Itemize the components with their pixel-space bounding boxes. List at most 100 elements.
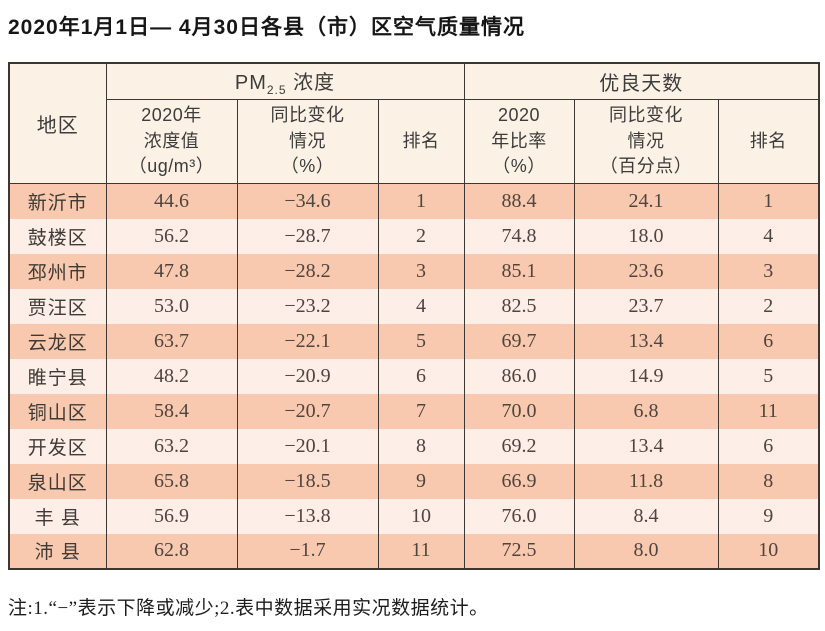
header-good-days-group: 优良天数 [463, 62, 820, 100]
value-cell: 23.7 [573, 288, 719, 324]
region-cell: 铜山区 [8, 393, 107, 429]
value-cell: 6 [377, 358, 465, 394]
value-cell: 70.0 [463, 393, 575, 429]
value-cell: 47.8 [105, 253, 238, 289]
header-yoy-change-percent: 同比变化 情况 （%） [236, 99, 379, 184]
value-cell: −34.6 [236, 183, 379, 219]
value-cell: −20.1 [236, 428, 379, 464]
value-cell: 69.2 [463, 428, 575, 464]
table-body: 新沂市 44.6 −34.6 1 88.4 24.1 1 鼓楼区 56.2 −28.7 2 74.8 1… [8, 183, 820, 569]
value-cell: 66.9 [463, 463, 575, 499]
value-cell: −20.7 [236, 393, 379, 429]
air-quality-table: 地区 PM2.5 浓度 优良天数 2020年 浓度值 （ug/m³） 同比变化 … [8, 62, 820, 570]
value-cell: 72.5 [463, 533, 575, 569]
value-cell: 74.8 [463, 218, 575, 254]
value-cell: 10 [717, 533, 820, 569]
value-cell: −18.5 [236, 463, 379, 499]
header-2020-ratio: 2020 年比率 （%） [463, 99, 575, 184]
value-cell: 62.8 [105, 533, 238, 569]
value-cell: 63.7 [105, 323, 238, 359]
header-rank-good-days: 排名 [717, 99, 820, 184]
table-row: 邳州市 47.8 −28.2 3 85.1 23.6 3 [8, 253, 820, 289]
value-cell: 13.4 [573, 323, 719, 359]
region-cell: 丰 县 [8, 498, 107, 534]
value-cell: 11.8 [573, 463, 719, 499]
value-cell: 18.0 [573, 218, 719, 254]
value-cell: 8.0 [573, 533, 719, 569]
region-cell: 贾汪区 [8, 288, 107, 324]
value-cell: 7 [377, 393, 465, 429]
region-cell: 新沂市 [8, 183, 107, 219]
value-cell: 5 [717, 358, 820, 394]
value-cell: 13.4 [573, 428, 719, 464]
value-cell: 58.4 [105, 393, 238, 429]
footnote: 注:1.“−”表示下降或减少;2.表中数据采用实况数据统计。 [8, 597, 489, 619]
value-cell: −1.7 [236, 533, 379, 569]
value-cell: 10 [377, 498, 465, 534]
value-cell: 11 [717, 393, 820, 429]
value-cell: 3 [377, 253, 465, 289]
value-cell: 6.8 [573, 393, 719, 429]
value-cell: −20.9 [236, 358, 379, 394]
table-row: 沛 县 62.8 −1.7 11 72.5 8.0 10 [8, 533, 820, 569]
value-cell: 14.9 [573, 358, 719, 394]
region-cell: 开发区 [8, 428, 107, 464]
value-cell: 44.6 [105, 183, 238, 219]
value-cell: 2 [717, 288, 820, 324]
page-title: 2020年1月1日— 4月30日各县（市）区空气质量情况 [8, 16, 525, 39]
value-cell: 88.4 [463, 183, 575, 219]
value-cell: 4 [377, 288, 465, 324]
value-cell: −28.7 [236, 218, 379, 254]
header-rank-pm25: 排名 [377, 99, 465, 184]
value-cell: 8 [717, 463, 820, 499]
value-cell: −28.2 [236, 253, 379, 289]
region-cell: 泉山区 [8, 463, 107, 499]
value-cell: 4 [717, 218, 820, 254]
value-cell: 63.2 [105, 428, 238, 464]
value-cell: −13.8 [236, 498, 379, 534]
value-cell: 6 [717, 428, 820, 464]
region-cell: 云龙区 [8, 323, 107, 359]
value-cell: 48.2 [105, 358, 238, 394]
value-cell: 56.2 [105, 218, 238, 254]
value-cell: 82.5 [463, 288, 575, 324]
value-cell: 1 [377, 183, 465, 219]
value-cell: 8.4 [573, 498, 719, 534]
value-cell: 3 [717, 253, 820, 289]
value-cell: −23.2 [236, 288, 379, 324]
header-region: 地区 [8, 62, 107, 184]
table-row: 贾汪区 53.0 −23.2 4 82.5 23.7 2 [8, 288, 820, 324]
table-header: 地区 PM2.5 浓度 优良天数 2020年 浓度值 （ug/m³） 同比变化 … [8, 62, 820, 184]
table-row: 丰 县 56.9 −13.8 10 76.0 8.4 9 [8, 498, 820, 534]
value-cell: 53.0 [105, 288, 238, 324]
value-cell: 56.9 [105, 498, 238, 534]
value-cell: 8 [377, 428, 465, 464]
region-cell: 睢宁县 [8, 358, 107, 394]
value-cell: 1 [717, 183, 820, 219]
value-cell: 69.7 [463, 323, 575, 359]
table-row: 开发区 63.2 −20.1 8 69.2 13.4 6 [8, 428, 820, 464]
value-cell: 9 [717, 498, 820, 534]
value-cell: 65.8 [105, 463, 238, 499]
value-cell: 23.6 [573, 253, 719, 289]
value-cell: 2 [377, 218, 465, 254]
header-pm25-group: PM2.5 浓度 [105, 62, 465, 100]
value-cell: 85.1 [463, 253, 575, 289]
header-yoy-change-points: 同比变化 情况 （百分点） [573, 99, 719, 184]
value-cell: −22.1 [236, 323, 379, 359]
value-cell: 6 [717, 323, 820, 359]
pm25-subscript: 2.5 [266, 83, 287, 97]
table-row: 铜山区 58.4 −20.7 7 70.0 6.8 11 [8, 393, 820, 429]
table-row: 睢宁县 48.2 −20.9 6 86.0 14.9 5 [8, 358, 820, 394]
value-cell: 5 [377, 323, 465, 359]
value-cell: 76.0 [463, 498, 575, 534]
table-row: 云龙区 63.7 −22.1 5 69.7 13.4 6 [8, 323, 820, 359]
value-cell: 24.1 [573, 183, 719, 219]
pm25-prefix: PM [234, 72, 267, 94]
region-cell: 邳州市 [8, 253, 107, 289]
pm25-suffix: 浓度 [286, 72, 336, 94]
value-cell: 11 [377, 533, 465, 569]
table-row: 泉山区 65.8 −18.5 9 66.9 11.8 8 [8, 463, 820, 499]
group-header-row: 地区 PM2.5 浓度 优良天数 [8, 62, 820, 184]
region-cell: 鼓楼区 [8, 218, 107, 254]
